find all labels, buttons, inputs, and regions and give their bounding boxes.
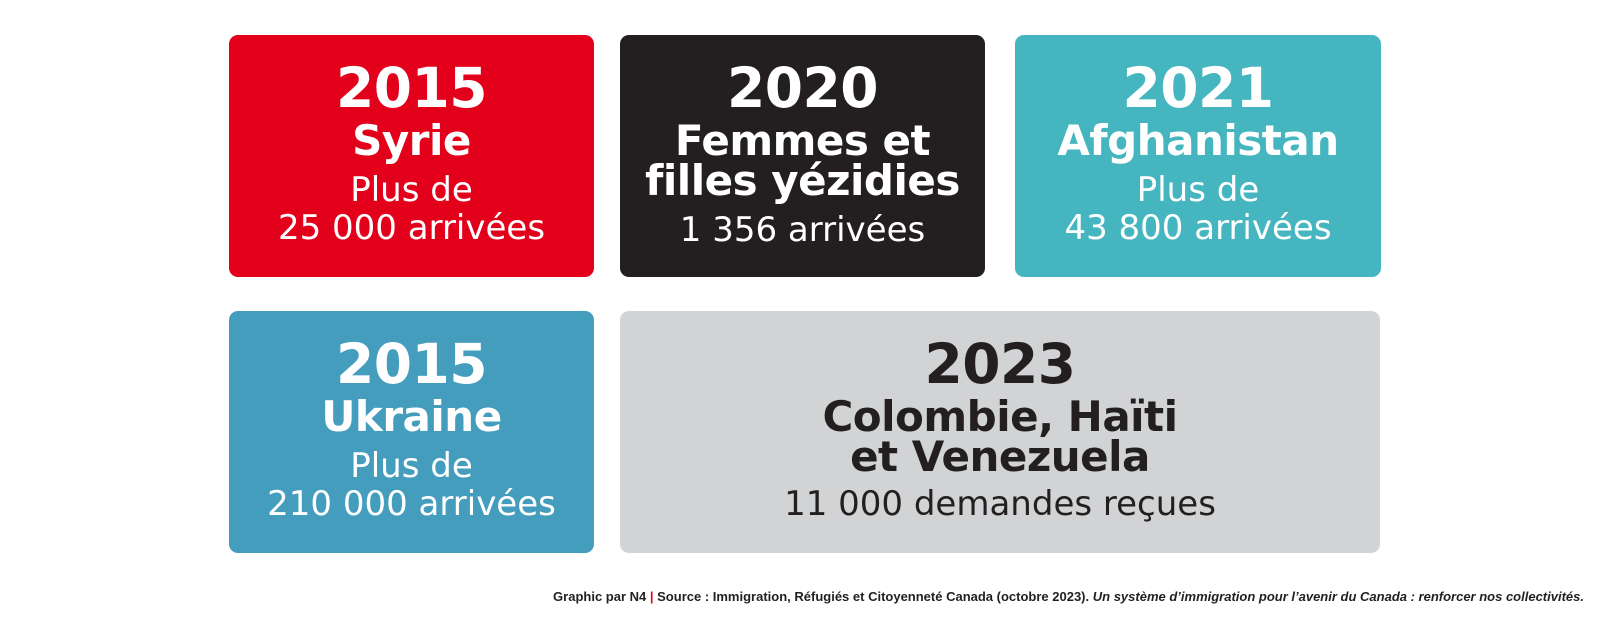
card-subject-line: filles yézidies xyxy=(645,156,960,205)
card-subject: Femmes et filles yézidies xyxy=(645,116,960,205)
card-year: 2023 xyxy=(924,332,1076,396)
card-subject-line: Syrie xyxy=(352,116,471,165)
card-detail: 11 000 demandes reçues xyxy=(784,485,1216,523)
footer-credit: Graphic par N4 xyxy=(553,589,647,604)
card-year: 2020 xyxy=(726,56,879,120)
card-subject-line: Femmes et xyxy=(674,116,931,165)
card-detail-line: 1 356 arrivées xyxy=(679,210,926,250)
card-detail-line: 43 800 arrivées xyxy=(1064,208,1332,248)
card-detail-line: 25 000 arrivées xyxy=(277,208,546,248)
card-detail-line: Plus de xyxy=(1136,170,1260,210)
card-afghanistan: 2021 Afghanistan Plus de 43 800 arrivées xyxy=(1015,35,1381,277)
card-subject-line: Ukraine xyxy=(321,392,502,441)
card-detail-line: Plus de xyxy=(350,446,473,486)
card-year: 2015 xyxy=(335,56,488,120)
card-detail-line: 210 000 arrivées xyxy=(267,484,556,524)
card-ukraine: 2015 Ukraine Plus de 210 000 arrivées xyxy=(229,311,594,553)
footer-separator: | xyxy=(649,589,654,604)
footer-source: Source : Immigration, Réfugiés et Citoye… xyxy=(657,589,1090,604)
card-subject-line: et Venezuela xyxy=(850,432,1150,481)
card-detail-line: Plus de xyxy=(350,170,473,210)
card-colombia-haiti-venezuela: 2023 Colombie, Haïti et Venezuela 11 000… xyxy=(620,311,1380,553)
card-detail-line: 11 000 demandes reçues xyxy=(784,484,1216,524)
card-detail: Plus de 210 000 arrivées xyxy=(267,447,556,523)
card-subject: Afghanistan xyxy=(1057,116,1339,165)
card-yezidi-women: 2020 Femmes et filles yézidies 1 356 arr… xyxy=(620,35,985,277)
card-year: 2015 xyxy=(335,332,488,396)
card-year: 2021 xyxy=(1122,56,1274,120)
card-subject: Colombie, Haïti et Venezuela xyxy=(822,392,1178,481)
card-detail: 1 356 arrivées xyxy=(680,211,925,249)
card-detail: Plus de 25 000 arrivées xyxy=(278,171,545,247)
card-subject-line: Colombie, Haïti xyxy=(822,392,1178,441)
card-subject: Syrie xyxy=(352,116,471,165)
card-subject-line: Afghanistan xyxy=(1057,116,1339,165)
footer-title: Un système d’immigration pour l’avenir d… xyxy=(1092,589,1584,604)
card-syria: 2015 Syrie Plus de 25 000 arrivées xyxy=(229,35,594,277)
card-detail: Plus de 43 800 arrivées xyxy=(1064,171,1331,247)
source-footer: Graphic par N4 | Source : Immigration, R… xyxy=(553,589,1584,604)
card-subject: Ukraine xyxy=(321,392,502,441)
